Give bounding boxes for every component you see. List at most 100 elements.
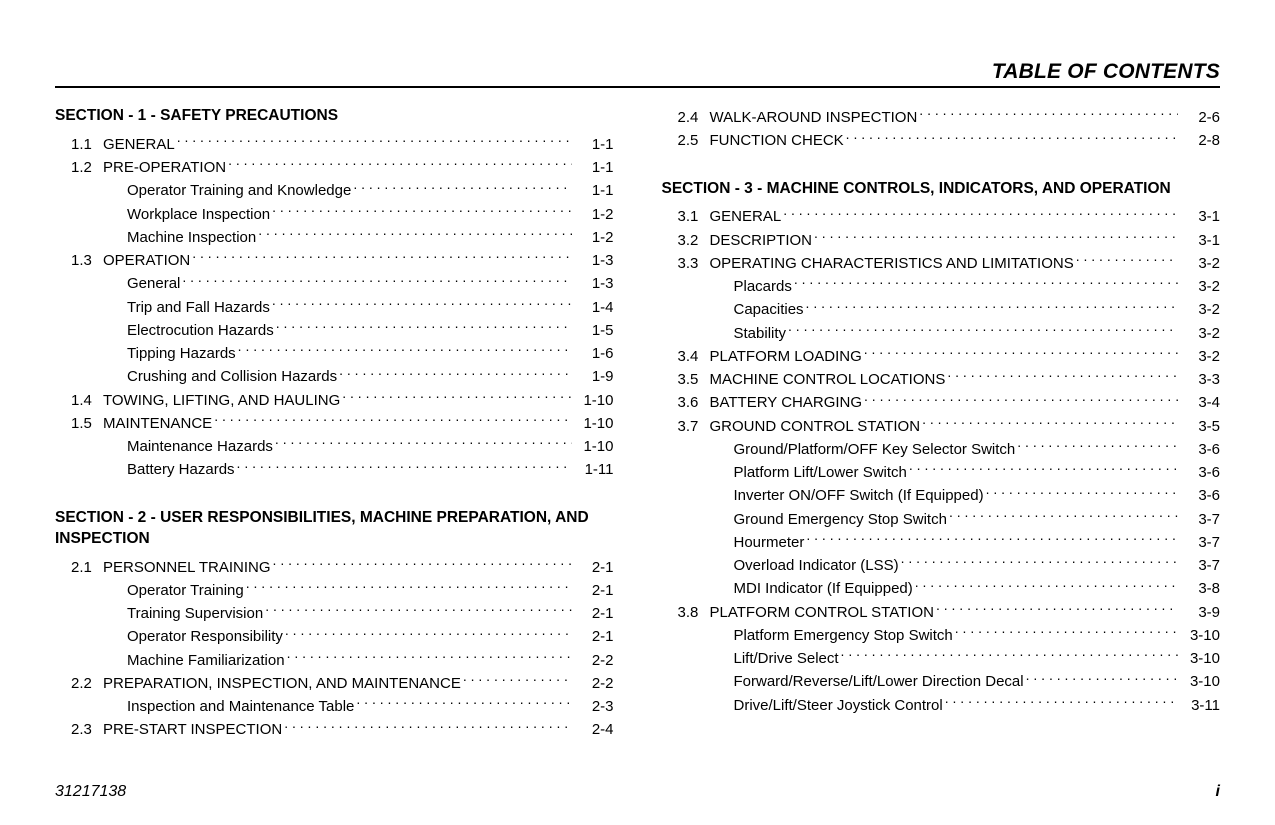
leader-dots — [228, 157, 571, 172]
leader-dots — [947, 369, 1178, 384]
toc-entry: 1.1GENERAL1-1 — [55, 133, 614, 156]
entry-label: MACHINE CONTROL LOCATIONS — [710, 368, 946, 391]
entry-label: Battery Hazards — [127, 458, 235, 481]
toc-subentry: Training Supervision2-1 — [55, 602, 614, 625]
leader-dots — [909, 462, 1178, 477]
leader-dots — [356, 696, 571, 711]
entry-page: 2-3 — [574, 695, 614, 718]
entry-number: 3.1 — [662, 205, 710, 228]
entry-number: 2.1 — [55, 556, 103, 579]
entry-number: 3.3 — [662, 252, 710, 275]
toc-entry: 2.4WALK-AROUND INSPECTION2-6 — [662, 106, 1221, 129]
toc-entry: 1.2PRE-OPERATION1-1 — [55, 156, 614, 179]
entry-page: 1-1 — [574, 179, 614, 202]
entry-page: 3-6 — [1180, 461, 1220, 484]
entry-label: Operator Training — [127, 579, 244, 602]
entry-page: 3-1 — [1180, 205, 1220, 228]
entry-page: 2-1 — [574, 579, 614, 602]
entry-page: 2-6 — [1180, 106, 1220, 129]
toc-subentry: Workplace Inspection 1-2 — [55, 203, 614, 226]
entry-number: 3.4 — [662, 345, 710, 368]
entry-page: 3-3 — [1180, 368, 1220, 391]
leader-dots — [238, 343, 572, 358]
entry-label: PRE-OPERATION — [103, 156, 226, 179]
toc-subentry: Inspection and Maintenance Table2-3 — [55, 695, 614, 718]
toc-entry: 3.3OPERATING CHARACTERISTICS AND LIMITAT… — [662, 252, 1221, 275]
entry-page: 2-1 — [574, 625, 614, 648]
toc-subentry: Capacities3-2 — [662, 298, 1221, 321]
entry-page: 1-2 — [574, 203, 614, 226]
entry-number: 2.2 — [55, 672, 103, 695]
toc-subentry: Electrocution Hazards1-5 — [55, 319, 614, 342]
entry-label: GROUND CONTROL STATION — [710, 415, 921, 438]
entry-page: 2-4 — [574, 718, 614, 741]
entry-number: 3.6 — [662, 391, 710, 414]
entry-number: 3.5 — [662, 368, 710, 391]
entry-page: 1-6 — [574, 342, 614, 365]
toc-subentry: Battery Hazards1-11 — [55, 458, 614, 481]
leader-dots — [788, 323, 1178, 338]
toc-subentry: Maintenance Hazards1-10 — [55, 435, 614, 458]
entry-label: Placards — [734, 275, 792, 298]
toc-entry: 3.8PLATFORM CONTROL STATION3-9 — [662, 601, 1221, 624]
entry-label: Platform Emergency Stop Switch — [734, 624, 953, 647]
toc-section: SECTION - 1 - SAFETY PRECAUTIONS1.1GENER… — [55, 106, 614, 482]
toc-subentry: Placards3-2 — [662, 275, 1221, 298]
entry-page: 3-7 — [1180, 508, 1220, 531]
leader-dots — [864, 392, 1178, 407]
toc-section: SECTION - 2 - USER RESPONSIBILITIES, MAC… — [55, 508, 614, 742]
entry-page: 3-10 — [1180, 647, 1220, 670]
toc-subentry: Ground/Platform/OFF Key Selector Switch3… — [662, 438, 1221, 461]
toc-subentry: Stability3-2 — [662, 322, 1221, 345]
toc-entry: 3.5MACHINE CONTROL LOCATIONS 3-3 — [662, 368, 1221, 391]
entry-label: MAINTENANCE — [103, 412, 212, 435]
leader-dots — [945, 695, 1178, 710]
leader-dots — [463, 673, 572, 688]
leader-dots — [192, 250, 571, 265]
entry-label: Capacities — [734, 298, 804, 321]
leader-dots — [177, 134, 572, 149]
entry-label: Trip and Fall Hazards — [127, 296, 270, 319]
entry-page: 3-2 — [1180, 252, 1220, 275]
entry-page: 3-6 — [1180, 484, 1220, 507]
leader-dots — [272, 204, 571, 219]
entry-page: 1-9 — [574, 365, 614, 388]
toc-entry: 1.3OPERATION1-3 — [55, 249, 614, 272]
entry-label: Crushing and Collision Hazards — [127, 365, 337, 388]
entry-label: FUNCTION CHECK — [710, 129, 844, 152]
entry-label: Platform Lift/Lower Switch — [734, 461, 907, 484]
entry-label: WALK-AROUND INSPECTION — [710, 106, 918, 129]
leader-dots — [901, 555, 1178, 570]
entry-number: 1.3 — [55, 249, 103, 272]
page-footer: 31217138 i — [55, 783, 1220, 801]
entry-label: Electrocution Hazards — [127, 319, 274, 342]
entry-page: 2-1 — [574, 602, 614, 625]
entry-page: 3-11 — [1180, 694, 1220, 717]
entry-label: Operator Responsibility — [127, 625, 283, 648]
entry-page: 2-2 — [574, 649, 614, 672]
leader-dots — [342, 390, 571, 405]
entry-label: GENERAL — [103, 133, 175, 156]
entry-label: Stability — [734, 322, 787, 345]
leader-dots — [955, 625, 1178, 640]
entry-page: 1-1 — [574, 133, 614, 156]
entry-label: DESCRIPTION — [710, 229, 813, 252]
entry-label: Machine Familiarization — [127, 649, 285, 672]
entry-label: PERSONNEL TRAINING — [103, 556, 271, 579]
entry-label: Ground Emergency Stop Switch — [734, 508, 947, 531]
entry-label: OPERATION — [103, 249, 190, 272]
entry-label: Workplace Inspection — [127, 203, 270, 226]
toc-entry: 1.4TOWING, LIFTING, AND HAULING1-10 — [55, 389, 614, 412]
page-number: i — [1216, 783, 1220, 801]
leader-dots — [806, 532, 1178, 547]
entry-page: 3-1 — [1180, 229, 1220, 252]
section-title: SECTION - 3 - MACHINE CONTROLS, INDICATO… — [662, 179, 1221, 200]
toc-entry: 3.2DESCRIPTION3-1 — [662, 229, 1221, 252]
entry-label: PRE-START INSPECTION — [103, 718, 282, 741]
entry-number: 3.8 — [662, 601, 710, 624]
doc-number: 31217138 — [55, 783, 126, 801]
entry-label: Inverter ON/OFF Switch (If Equipped) — [734, 484, 984, 507]
entry-label: MDI Indicator (If Equipped) — [734, 577, 913, 600]
entry-page: 3-10 — [1180, 670, 1220, 693]
entry-page: 1-10 — [574, 412, 614, 435]
